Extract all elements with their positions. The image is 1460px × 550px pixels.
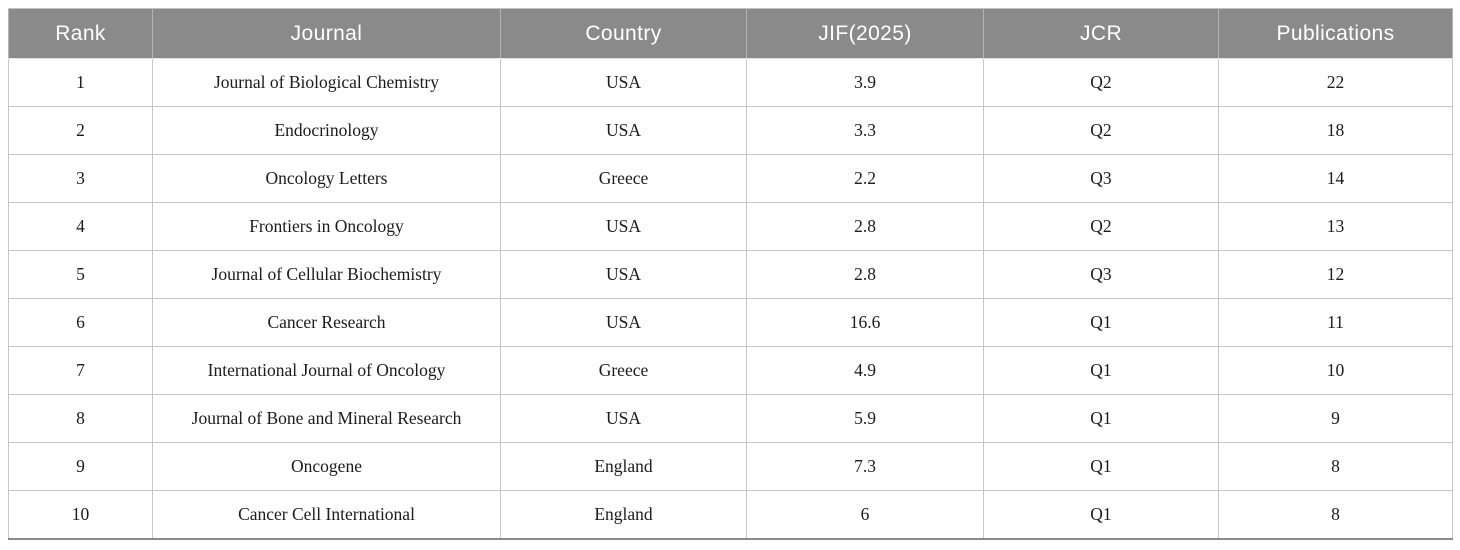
cell-country: USA <box>500 202 747 251</box>
cell-jcr: Q1 <box>983 298 1219 347</box>
cell-publications: 14 <box>1218 154 1453 203</box>
cell-jcr: Q1 <box>983 346 1219 395</box>
cell-rank: 3 <box>8 154 153 203</box>
cell-journal: Cancer Research <box>152 298 501 347</box>
cell-publications: 8 <box>1218 442 1453 491</box>
cell-jcr: Q3 <box>983 154 1219 203</box>
cell-country: USA <box>500 58 747 107</box>
table-row: 6 Cancer Research USA 16.6 Q1 11 <box>8 298 1453 347</box>
cell-country: England <box>500 490 747 540</box>
cell-jcr: Q1 <box>983 394 1219 443</box>
journal-ranking-table: Rank Journal Country JIF(2025) JCR Publi… <box>8 8 1453 540</box>
table-row: 1 Journal of Biological Chemistry USA 3.… <box>8 58 1453 107</box>
table-body: 1 Journal of Biological Chemistry USA 3.… <box>8 58 1453 540</box>
cell-rank: 6 <box>8 298 153 347</box>
cell-jcr: Q2 <box>983 106 1219 155</box>
cell-journal: Journal of Cellular Biochemistry <box>152 250 501 299</box>
cell-rank: 2 <box>8 106 153 155</box>
cell-jcr: Q1 <box>983 442 1219 491</box>
cell-country: USA <box>500 298 747 347</box>
cell-rank: 9 <box>8 442 153 491</box>
column-header-journal: Journal <box>152 8 501 59</box>
cell-rank: 10 <box>8 490 153 540</box>
cell-country: England <box>500 442 747 491</box>
cell-publications: 11 <box>1218 298 1453 347</box>
cell-jif: 7.3 <box>746 442 984 491</box>
cell-journal: Oncology Letters <box>152 154 501 203</box>
cell-rank: 1 <box>8 58 153 107</box>
table-row: 3 Oncology Letters Greece 2.2 Q3 14 <box>8 154 1453 203</box>
cell-country: Greece <box>500 154 747 203</box>
cell-jif: 2.2 <box>746 154 984 203</box>
cell-country: USA <box>500 394 747 443</box>
cell-country: Greece <box>500 346 747 395</box>
cell-jif: 4.9 <box>746 346 984 395</box>
table-row: 2 Endocrinology USA 3.3 Q2 18 <box>8 106 1453 155</box>
table-row: 7 International Journal of Oncology Gree… <box>8 346 1453 395</box>
cell-jcr: Q2 <box>983 58 1219 107</box>
cell-jif: 2.8 <box>746 202 984 251</box>
column-header-rank: Rank <box>8 8 153 59</box>
cell-publications: 22 <box>1218 58 1453 107</box>
cell-country: USA <box>500 250 747 299</box>
table-row: 4 Frontiers in Oncology USA 2.8 Q2 13 <box>8 202 1453 251</box>
cell-jif: 5.9 <box>746 394 984 443</box>
table-row: 8 Journal of Bone and Mineral Research U… <box>8 394 1453 443</box>
cell-jif: 3.9 <box>746 58 984 107</box>
cell-rank: 4 <box>8 202 153 251</box>
cell-journal: Endocrinology <box>152 106 501 155</box>
cell-publications: 10 <box>1218 346 1453 395</box>
cell-journal: Oncogene <box>152 442 501 491</box>
table-row: 9 Oncogene England 7.3 Q1 8 <box>8 442 1453 491</box>
cell-publications: 18 <box>1218 106 1453 155</box>
column-header-jcr: JCR <box>983 8 1219 59</box>
cell-journal: Journal of Biological Chemistry <box>152 58 501 107</box>
table-row: 10 Cancer Cell International England 6 Q… <box>8 490 1453 540</box>
column-header-country: Country <box>500 8 747 59</box>
cell-jif: 2.8 <box>746 250 984 299</box>
cell-publications: 13 <box>1218 202 1453 251</box>
cell-publications: 12 <box>1218 250 1453 299</box>
cell-jcr: Q3 <box>983 250 1219 299</box>
cell-rank: 7 <box>8 346 153 395</box>
cell-jif: 16.6 <box>746 298 984 347</box>
cell-journal: Cancer Cell International <box>152 490 501 540</box>
cell-journal: Journal of Bone and Mineral Research <box>152 394 501 443</box>
table-row: 5 Journal of Cellular Biochemistry USA 2… <box>8 250 1453 299</box>
cell-jcr: Q1 <box>983 490 1219 540</box>
cell-country: USA <box>500 106 747 155</box>
header-row: Rank Journal Country JIF(2025) JCR Publi… <box>8 8 1453 59</box>
cell-journal: International Journal of Oncology <box>152 346 501 395</box>
cell-jif: 3.3 <box>746 106 984 155</box>
cell-rank: 8 <box>8 394 153 443</box>
cell-jcr: Q2 <box>983 202 1219 251</box>
cell-jif: 6 <box>746 490 984 540</box>
cell-journal: Frontiers in Oncology <box>152 202 501 251</box>
cell-rank: 5 <box>8 250 153 299</box>
cell-publications: 8 <box>1218 490 1453 540</box>
cell-publications: 9 <box>1218 394 1453 443</box>
column-header-publications: Publications <box>1218 8 1453 59</box>
column-header-jif: JIF(2025) <box>746 8 984 59</box>
